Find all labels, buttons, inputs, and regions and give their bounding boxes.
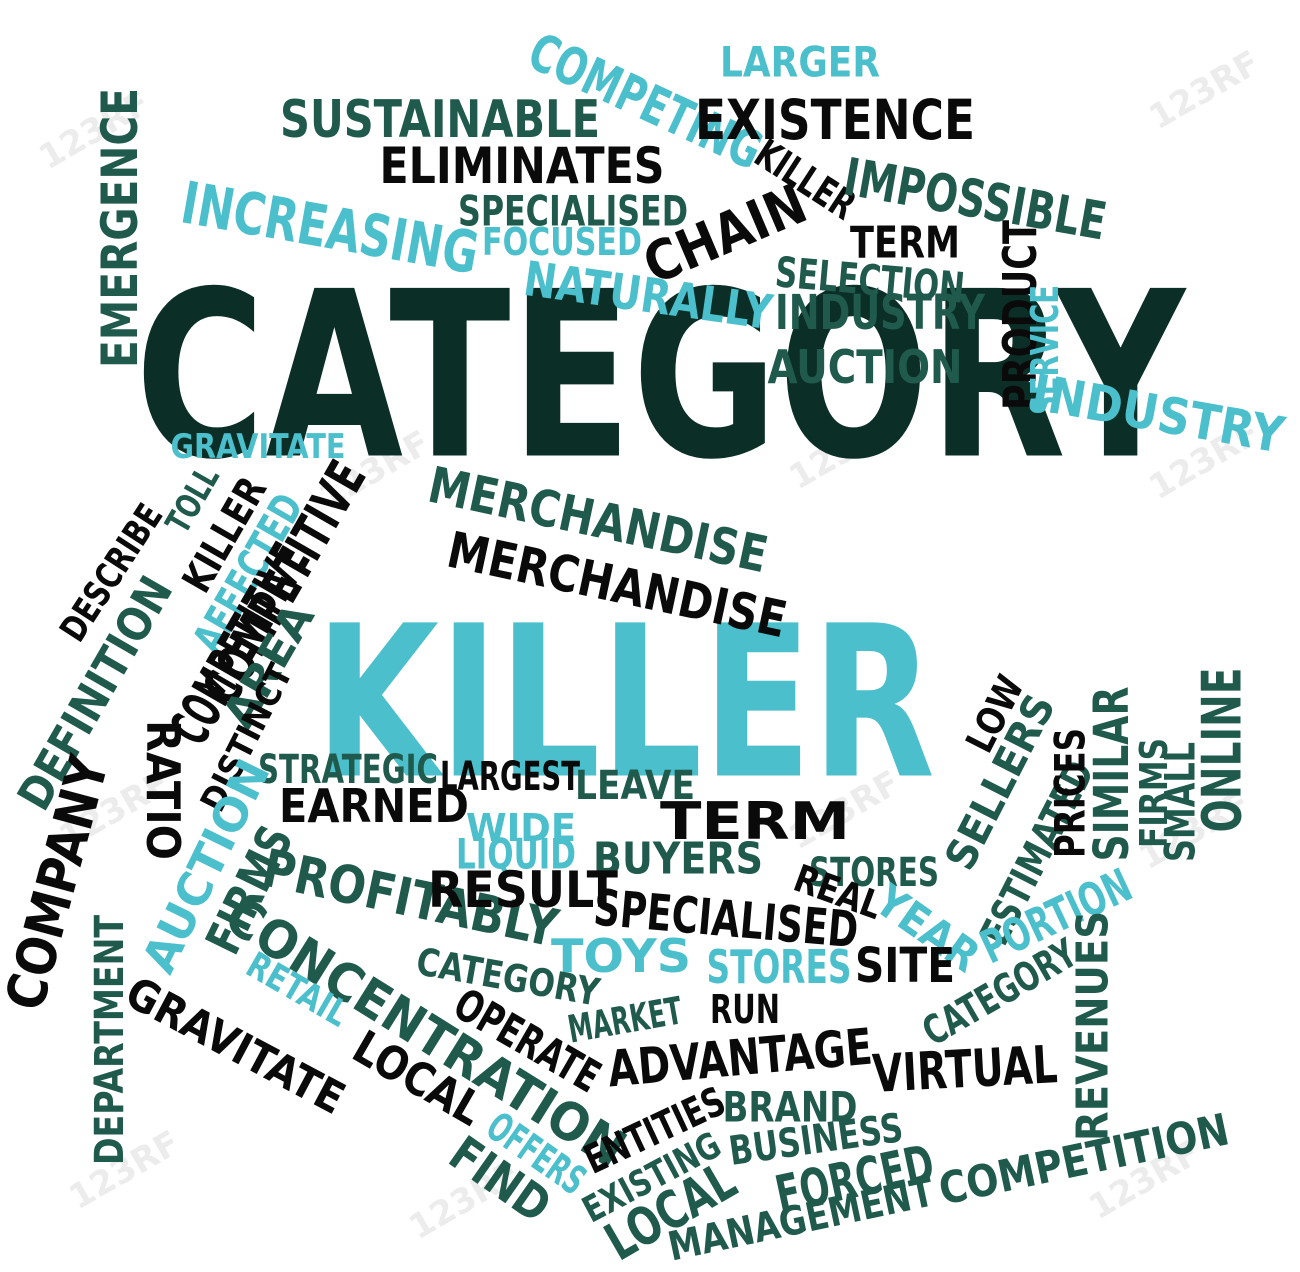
word-existence: EXISTENCE bbox=[695, 88, 975, 152]
word-term: TERM bbox=[660, 792, 850, 852]
word-eliminates: ELIMINATES bbox=[380, 137, 665, 195]
word-wide: WIDE bbox=[466, 806, 576, 850]
word-buyers: BUYERS bbox=[593, 834, 763, 885]
word-prices: PRICES bbox=[1046, 728, 1095, 858]
word-largest: LARGEST bbox=[440, 754, 580, 800]
word-emergence: EMERGENCE bbox=[91, 88, 149, 368]
word-category: CATEGORY bbox=[135, 244, 1187, 511]
word-gravitate: GRAVITATE bbox=[171, 427, 346, 467]
word-firms: FIRMS bbox=[1132, 738, 1176, 848]
word-auction: AUCTION bbox=[768, 340, 963, 394]
word-site: SITE bbox=[855, 938, 955, 994]
word-online: ONLINE bbox=[1191, 668, 1254, 833]
word-liquid: LIQUID bbox=[456, 830, 576, 879]
word-specialised: SPECIALISED bbox=[458, 187, 688, 236]
word-brand: BRAND bbox=[723, 1083, 858, 1132]
word-small: SMALL bbox=[1156, 742, 1205, 862]
word-stores: STORES bbox=[809, 850, 939, 896]
word-run: RUN bbox=[710, 987, 780, 1033]
word-sustainable: SUSTAINABLE bbox=[280, 90, 600, 150]
word-industry: INDUSTRY bbox=[775, 285, 986, 341]
word-department: DEPARTMENT bbox=[87, 914, 133, 1165]
watermark-logo: 123RF bbox=[1142, 43, 1266, 138]
word-stores: STORES bbox=[707, 940, 852, 994]
word-toys: TOYS bbox=[551, 929, 691, 983]
word-killer: KILLER bbox=[315, 581, 935, 826]
word-focused: FOCUSED bbox=[482, 220, 642, 264]
word-term: TERM bbox=[850, 218, 960, 269]
word-strategic: STRATEGIC bbox=[258, 747, 438, 793]
word-revenues: REVENUES bbox=[1068, 911, 1119, 1141]
word-earned: EARNED bbox=[279, 779, 469, 833]
word-virtual: VIRTUAL bbox=[871, 1035, 1059, 1105]
word-larger: LARGER bbox=[720, 38, 880, 87]
word-cloud-words: CATEGORYKILLERCOMPETINGLARGEREXISTENCESU… bbox=[0, 22, 1289, 1272]
word-similar: SIMILAR bbox=[1084, 687, 1140, 862]
word-ratio: RATIO bbox=[136, 720, 190, 860]
word-result: RESULT bbox=[428, 861, 618, 919]
word-service: SERVICE bbox=[1023, 285, 1067, 415]
word-product: PRODUCT bbox=[993, 220, 1047, 410]
word-leave: LEAVE bbox=[575, 763, 695, 809]
